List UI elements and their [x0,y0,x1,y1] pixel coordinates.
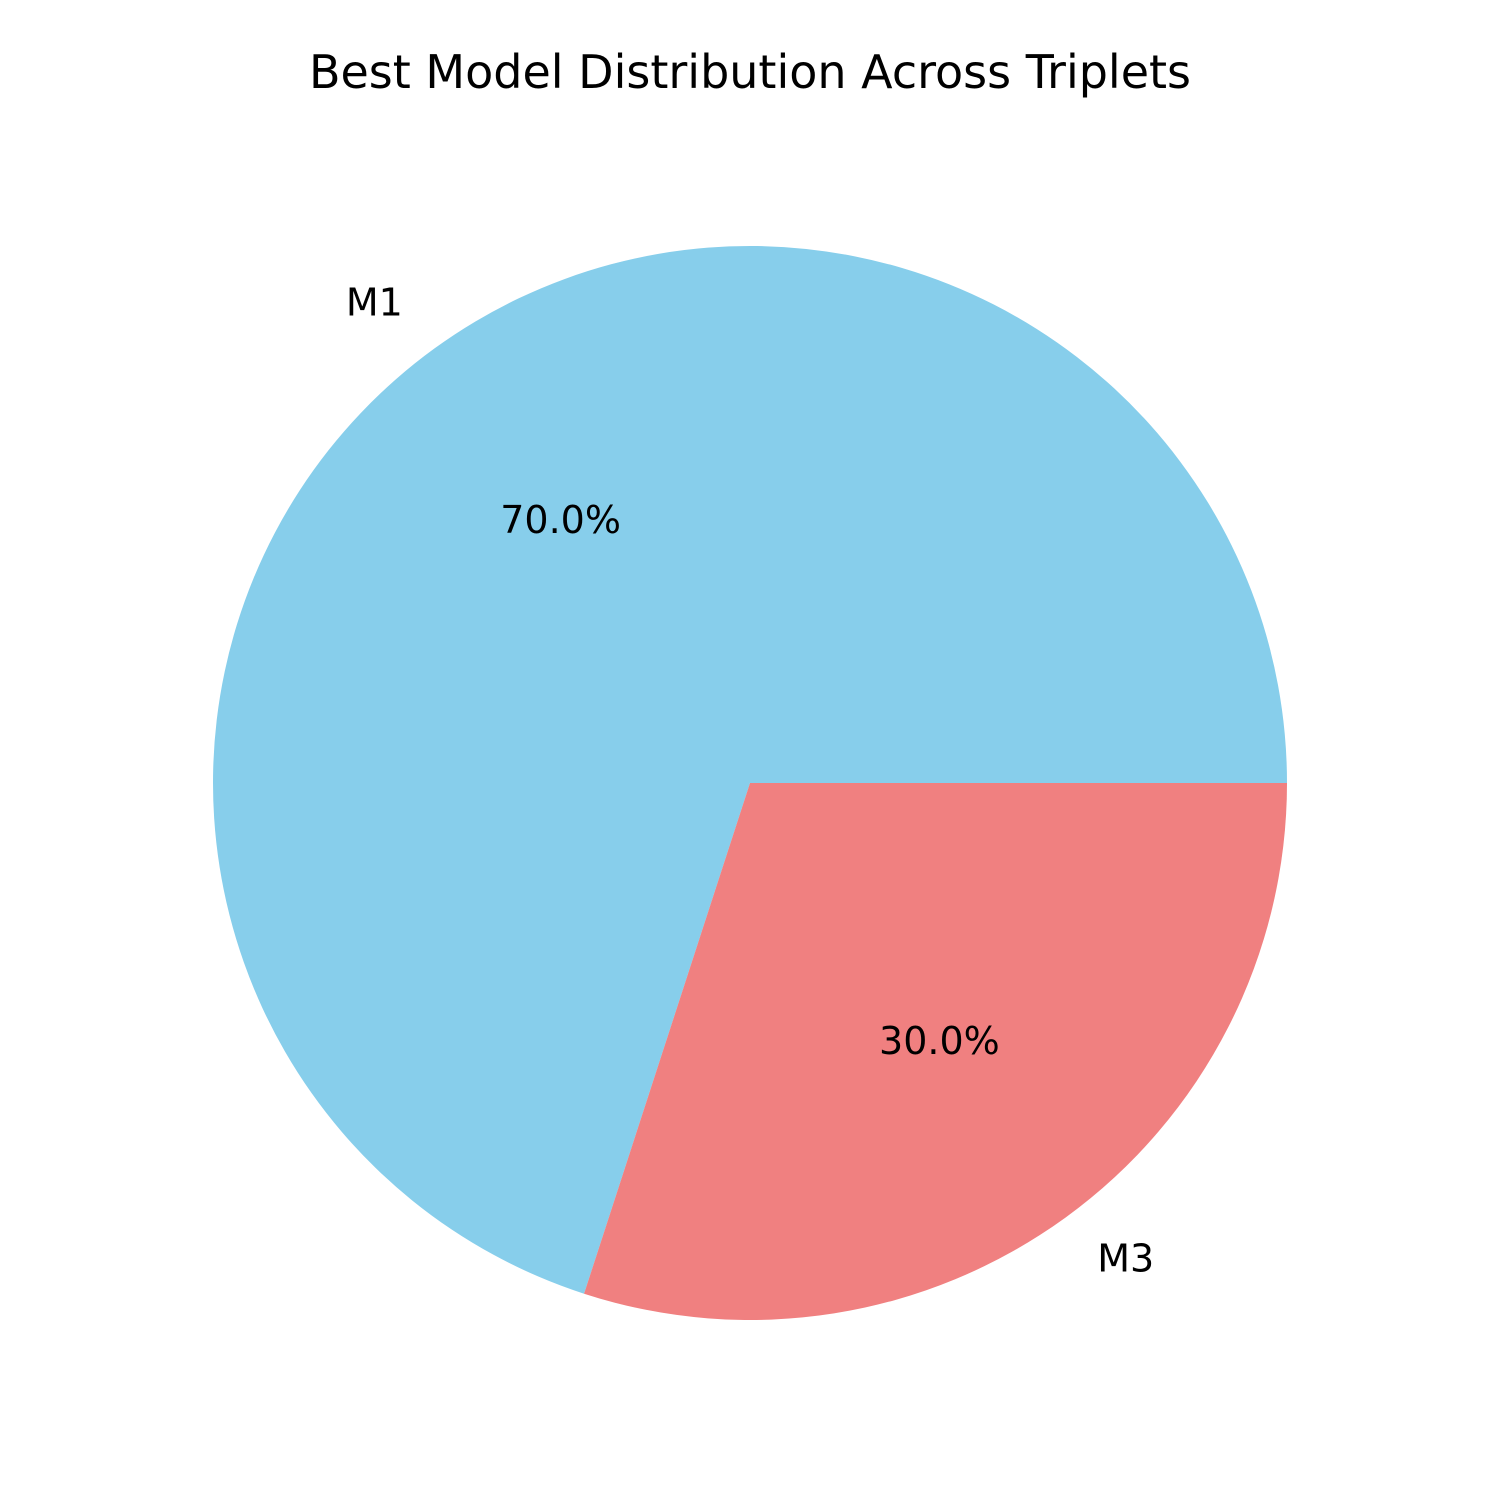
slice-label-m3: M3 [1097,1236,1154,1280]
percent-label-m3: 30.0% [879,1019,1000,1063]
slice-label-m1: M1 [346,281,403,325]
pie-slice-m3 [584,783,1288,1321]
pie-labels: M1 70.0% M3 30.0% [346,281,1154,1281]
pie-slices [213,246,1288,1321]
pie-slice-m1 [213,246,1288,1294]
percent-label-m1: 70.0% [500,498,621,542]
chart-title: Best Model Distribution Across Triplets [309,45,1191,99]
